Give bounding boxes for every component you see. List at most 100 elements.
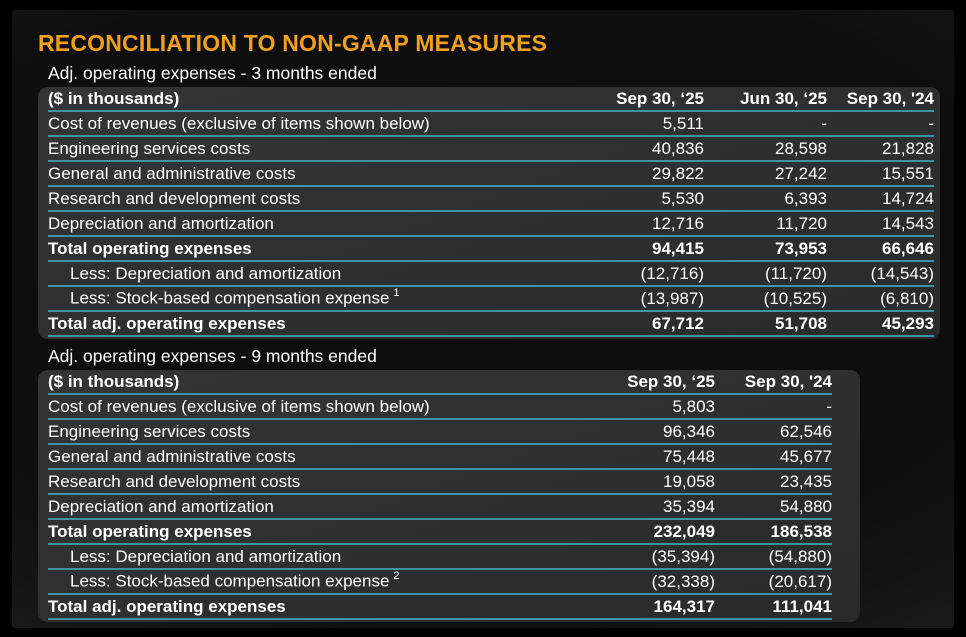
row-label: Total adj. operating expenses [48,314,558,334]
row-label: Engineering services costs [48,422,569,442]
value-cell: 14,724 [882,188,934,208]
value-cell: (35,394) [651,546,715,566]
section-label: Adj. operating expenses - 3 months ended [48,63,377,83]
unit-label: ($ in thousands) [48,371,180,391]
row-label-text: Research and development costs [48,471,301,491]
table-row: Total adj. operating expenses 164,317 111,… [48,595,832,620]
value-cell: (6,810) [880,288,934,308]
value-cell: 186,538 [770,521,832,541]
table-header-row: ($ in thousands) Sep 30, ‘25 Sep 30, '24 [48,370,832,395]
section-label: Adj. operating expenses - 9 months ended [48,346,377,366]
value-cell: 21,828 [882,138,934,158]
row-label-text: Less: Stock-based compensation expense [70,288,390,308]
value-cell: (10,525) [763,288,827,308]
value-cell: 5,511 [662,113,704,133]
table-row: Less: Depreciation and amortization (12,7… [48,262,934,287]
table-row: Engineering services costs 40,836 28,598 21… [48,137,934,162]
row-label: General and administrative costs [48,164,558,184]
value-cell: (54,880) [768,546,832,566]
column-header: Sep 30, ‘25 [627,371,715,391]
row-label: Total operating expenses [48,522,569,542]
table-row: Research and development costs 19,058 23,4… [48,470,832,495]
row-label-text: Cost of revenues (exclusive of items sho… [48,113,430,133]
value-cell: 15,551 [882,163,934,183]
table-row: Less: Stock-based compensation expense 2 (… [48,570,832,595]
table-row: Less: Stock-based compensation expense 1 (… [48,287,934,312]
row-label-text: Less: Depreciation and amortization [70,263,342,283]
tables-container: Adj. operating expenses - 3 months ended… [12,63,954,622]
value-cell: 45,677 [780,446,832,466]
value-cell: 62,546 [780,421,832,441]
value-cell: 94,415 [652,238,704,258]
row-label: Less: Stock-based compensation expense 2 [48,571,569,592]
row-label-text: Less: Depreciation and amortization [70,546,342,566]
column-header: Sep 30, '24 [744,371,832,391]
value-cell: 51,708 [775,313,827,333]
value-cell: - [821,113,827,133]
value-cell: (11,720) [764,263,827,283]
row-label-text: Less: Stock-based compensation expense [70,571,390,591]
value-cell: 29,822 [652,163,704,183]
value-cell: 164,317 [653,596,715,616]
column-header: Sep 30, '24 [846,88,934,108]
column-header: Jun 30, ‘25 [740,88,827,108]
row-label: Depreciation and amortization [48,497,569,517]
table-panel: ($ in thousands) Sep 30, ‘25 Sep 30, '24 Co… [38,370,860,622]
table-row: Cost of revenues (exclusive of items sho… [48,395,832,420]
table-row: Total operating expenses 94,415 73,953 66,6… [48,237,934,262]
column-header: Sep 30, ‘25 [616,88,704,108]
value-cell: 5,803 [672,396,715,416]
value-cell: (14,543) [870,263,934,283]
value-cell: 111,041 [772,596,832,616]
table-row: Total adj. operating expenses 67,712 51,70… [48,312,934,337]
value-cell: 66,646 [882,238,934,258]
row-label: Total adj. operating expenses [48,597,569,617]
value-cell: 54,880 [780,496,832,516]
value-cell: 45,293 [882,313,934,333]
value-cell: 40,836 [652,138,704,158]
slide-background: RECONCILIATION TO NON-GAAP MEASURES Adj.… [12,10,954,628]
row-label-text: General and administrative costs [48,446,296,466]
row-label: Cost of revenues (exclusive of items sho… [48,397,569,417]
value-cell: 12,716 [652,213,704,233]
table-section: Adj. operating expenses - 9 months ended… [12,346,954,622]
row-label-text: General and administrative costs [48,163,296,183]
row-label-text: Total operating expenses [48,238,252,258]
table-row: Depreciation and amortization 12,716 11,72… [48,212,934,237]
row-label: Engineering services costs [48,139,558,159]
value-cell: - [826,396,832,416]
table-row: Total operating expenses 232,049 186,538 [48,520,832,545]
row-label-text: Engineering services costs [48,138,251,158]
row-label: Research and development costs [48,472,569,492]
row-label-text: Total operating expenses [48,521,252,541]
value-cell: 35,394 [663,496,715,516]
row-label: Depreciation and amortization [48,214,558,234]
footnote-marker: 1 [393,288,400,300]
value-cell: 5,530 [661,188,704,208]
row-label-text: Research and development costs [48,188,301,208]
row-label: Total operating expenses [48,239,558,259]
table-row: Cost of revenues (exclusive of items sho… [48,112,934,137]
row-label: Less: Stock-based compensation expense 1 [48,288,558,309]
row-label-text: Total adj. operating expenses [48,313,286,333]
value-cell: 75,448 [663,446,715,466]
value-cell: 232,049 [653,521,715,541]
value-cell: 96,346 [663,421,715,441]
row-label: Research and development costs [48,189,558,209]
row-label-text: Total adj. operating expenses [48,596,286,616]
unit-label: ($ in thousands) [48,88,180,108]
value-cell: 6,393 [784,188,827,208]
row-label-text: Depreciation and amortization [48,496,274,516]
page-title: RECONCILIATION TO NON-GAAP MEASURES [38,30,548,56]
value-cell: 73,953 [775,238,827,258]
value-cell: 27,242 [775,163,827,183]
value-cell: 14,543 [882,213,934,233]
row-label: General and administrative costs [48,447,569,467]
table-row: General and administrative costs 75,448 45… [48,445,832,470]
table-row: Depreciation and amortization 35,394 54,88… [48,495,832,520]
value-cell: (20,617) [768,571,832,591]
table-section: Adj. operating expenses - 3 months ended… [12,63,954,339]
row-label: Less: Depreciation and amortization [48,264,558,284]
value-cell: 11,720 [776,213,827,233]
